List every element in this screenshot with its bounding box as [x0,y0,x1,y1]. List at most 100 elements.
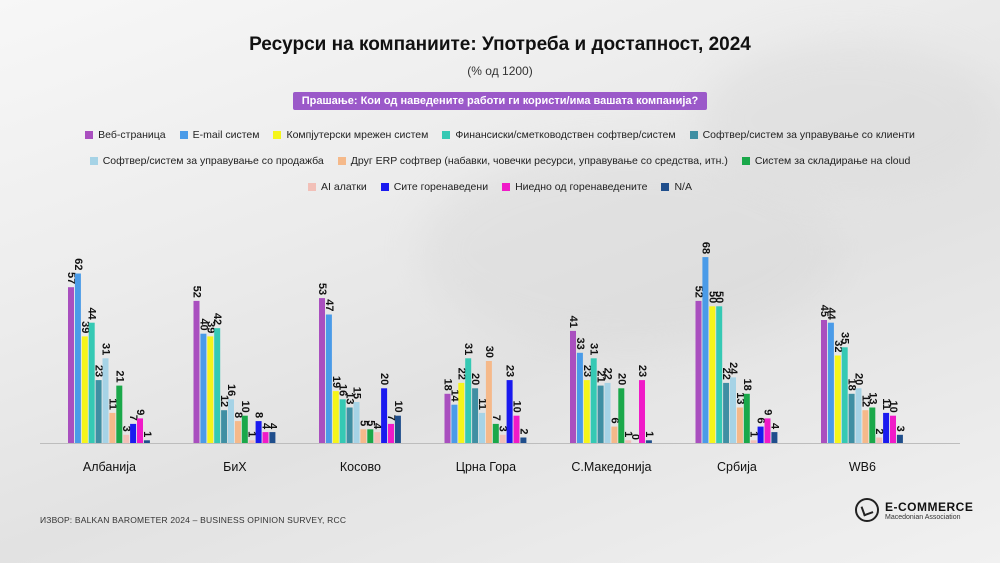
legend-item: Финансиски/сметководствен софтвер/систем [442,129,676,141]
bar [74,273,81,443]
legend-label: E-mail систем [192,129,260,141]
bar [876,437,883,443]
brand-logo: E-COMMERCE Macedonian Association [855,498,973,522]
data-label: 2 [517,428,529,434]
data-label: 9 [762,409,774,415]
bar [841,347,848,443]
legend-item: Софтвер/систем за управување со клиенти [689,129,915,141]
bar [102,358,109,443]
bar [95,380,102,443]
bar [862,410,869,443]
bar [890,415,896,443]
bar [451,404,458,443]
data-label: 13 [866,392,878,404]
bar [479,412,485,443]
bar [604,382,611,443]
data-label: 32 [832,340,844,352]
bar [465,358,472,443]
legend-label: AI алатки [321,181,367,193]
background-photo-blur [700,40,1000,200]
legend-swatch [741,157,750,165]
data-label: 1 [141,431,153,437]
ecommerce-logo-icon [855,498,879,522]
data-label: 20 [853,373,865,385]
bar [444,393,451,443]
bar [639,380,645,443]
bar [200,333,207,443]
data-label: 5 [357,420,369,426]
bar [723,382,730,443]
data-label: 11 [476,398,488,410]
data-label: 4 [266,423,278,430]
data-label: 39 [204,321,216,333]
data-label: 6 [608,417,620,423]
bar [221,410,228,443]
category-label: WB6 [849,460,876,474]
background-photo-blur [420,150,840,350]
bar [360,429,367,443]
data-label: 4 [768,423,780,430]
legend-label: Софтвер/систем за управување со клиенти [702,129,915,141]
bar [207,336,214,443]
data-label: 14 [448,389,460,402]
bar [374,432,381,443]
data-label: 18 [442,379,454,391]
bar [736,407,743,443]
category-label: Косово [340,460,381,474]
data-label: 30 [483,346,495,358]
legend-row: Веб-страница E-mail систем Компјутерски мр… [0,129,1000,141]
data-label: 16 [337,384,349,396]
legend-label: Финансиски/сметководствен софтвер/систем [455,129,676,141]
data-label: 50 [713,291,725,303]
bar [367,429,374,443]
bar [743,393,750,443]
legend-swatch [502,183,511,191]
data-label: 0 [629,434,641,440]
logo-title: E-COMMERCE [885,499,974,514]
legend-label: Друг ERP софтвер (набавки, човечки ресур… [350,155,728,167]
legend-label: Компјутерски мрежен систем [286,129,429,141]
bar [590,358,597,443]
legend-item: Софтвер/систем за управување со продажба [89,155,324,167]
bar [248,440,255,443]
data-label: 4 [260,423,272,430]
bar [709,306,716,443]
chart-title: Ресурси на компаниите: Употреба и достап… [249,34,751,55]
bar [597,385,604,443]
bar [764,418,771,443]
bar [116,385,123,443]
bar [81,336,88,443]
data-label: 2 [873,428,885,434]
bar [611,426,618,443]
data-label: 41 [567,316,579,328]
legend-item: E-mail систем [179,129,260,141]
data-label: 1 [643,431,655,437]
bar [394,415,401,443]
data-label: 68 [699,242,711,254]
bar [730,377,736,443]
bar [883,412,890,443]
data-label: 20 [615,373,627,385]
data-label: 52 [191,286,203,298]
data-label: 12 [218,395,230,407]
bar [771,432,778,443]
bar [485,361,492,443]
bar [193,300,200,443]
legend-item: Систем за складирање на cloud [741,155,910,167]
data-label: 21 [595,370,607,382]
bar [109,412,116,443]
data-label: 47 [323,299,335,311]
bar [130,423,137,443]
category-label: Албанија [83,460,136,474]
legend-item: Веб-страница [85,129,166,141]
category-label: БиХ [223,460,247,474]
legend-swatch [85,131,94,139]
data-label: 3 [894,426,906,432]
chart-subtitle: (% од 1200) [467,64,533,78]
bar [234,421,241,443]
bar [241,415,248,443]
category-label: Црна Гора [456,460,516,474]
